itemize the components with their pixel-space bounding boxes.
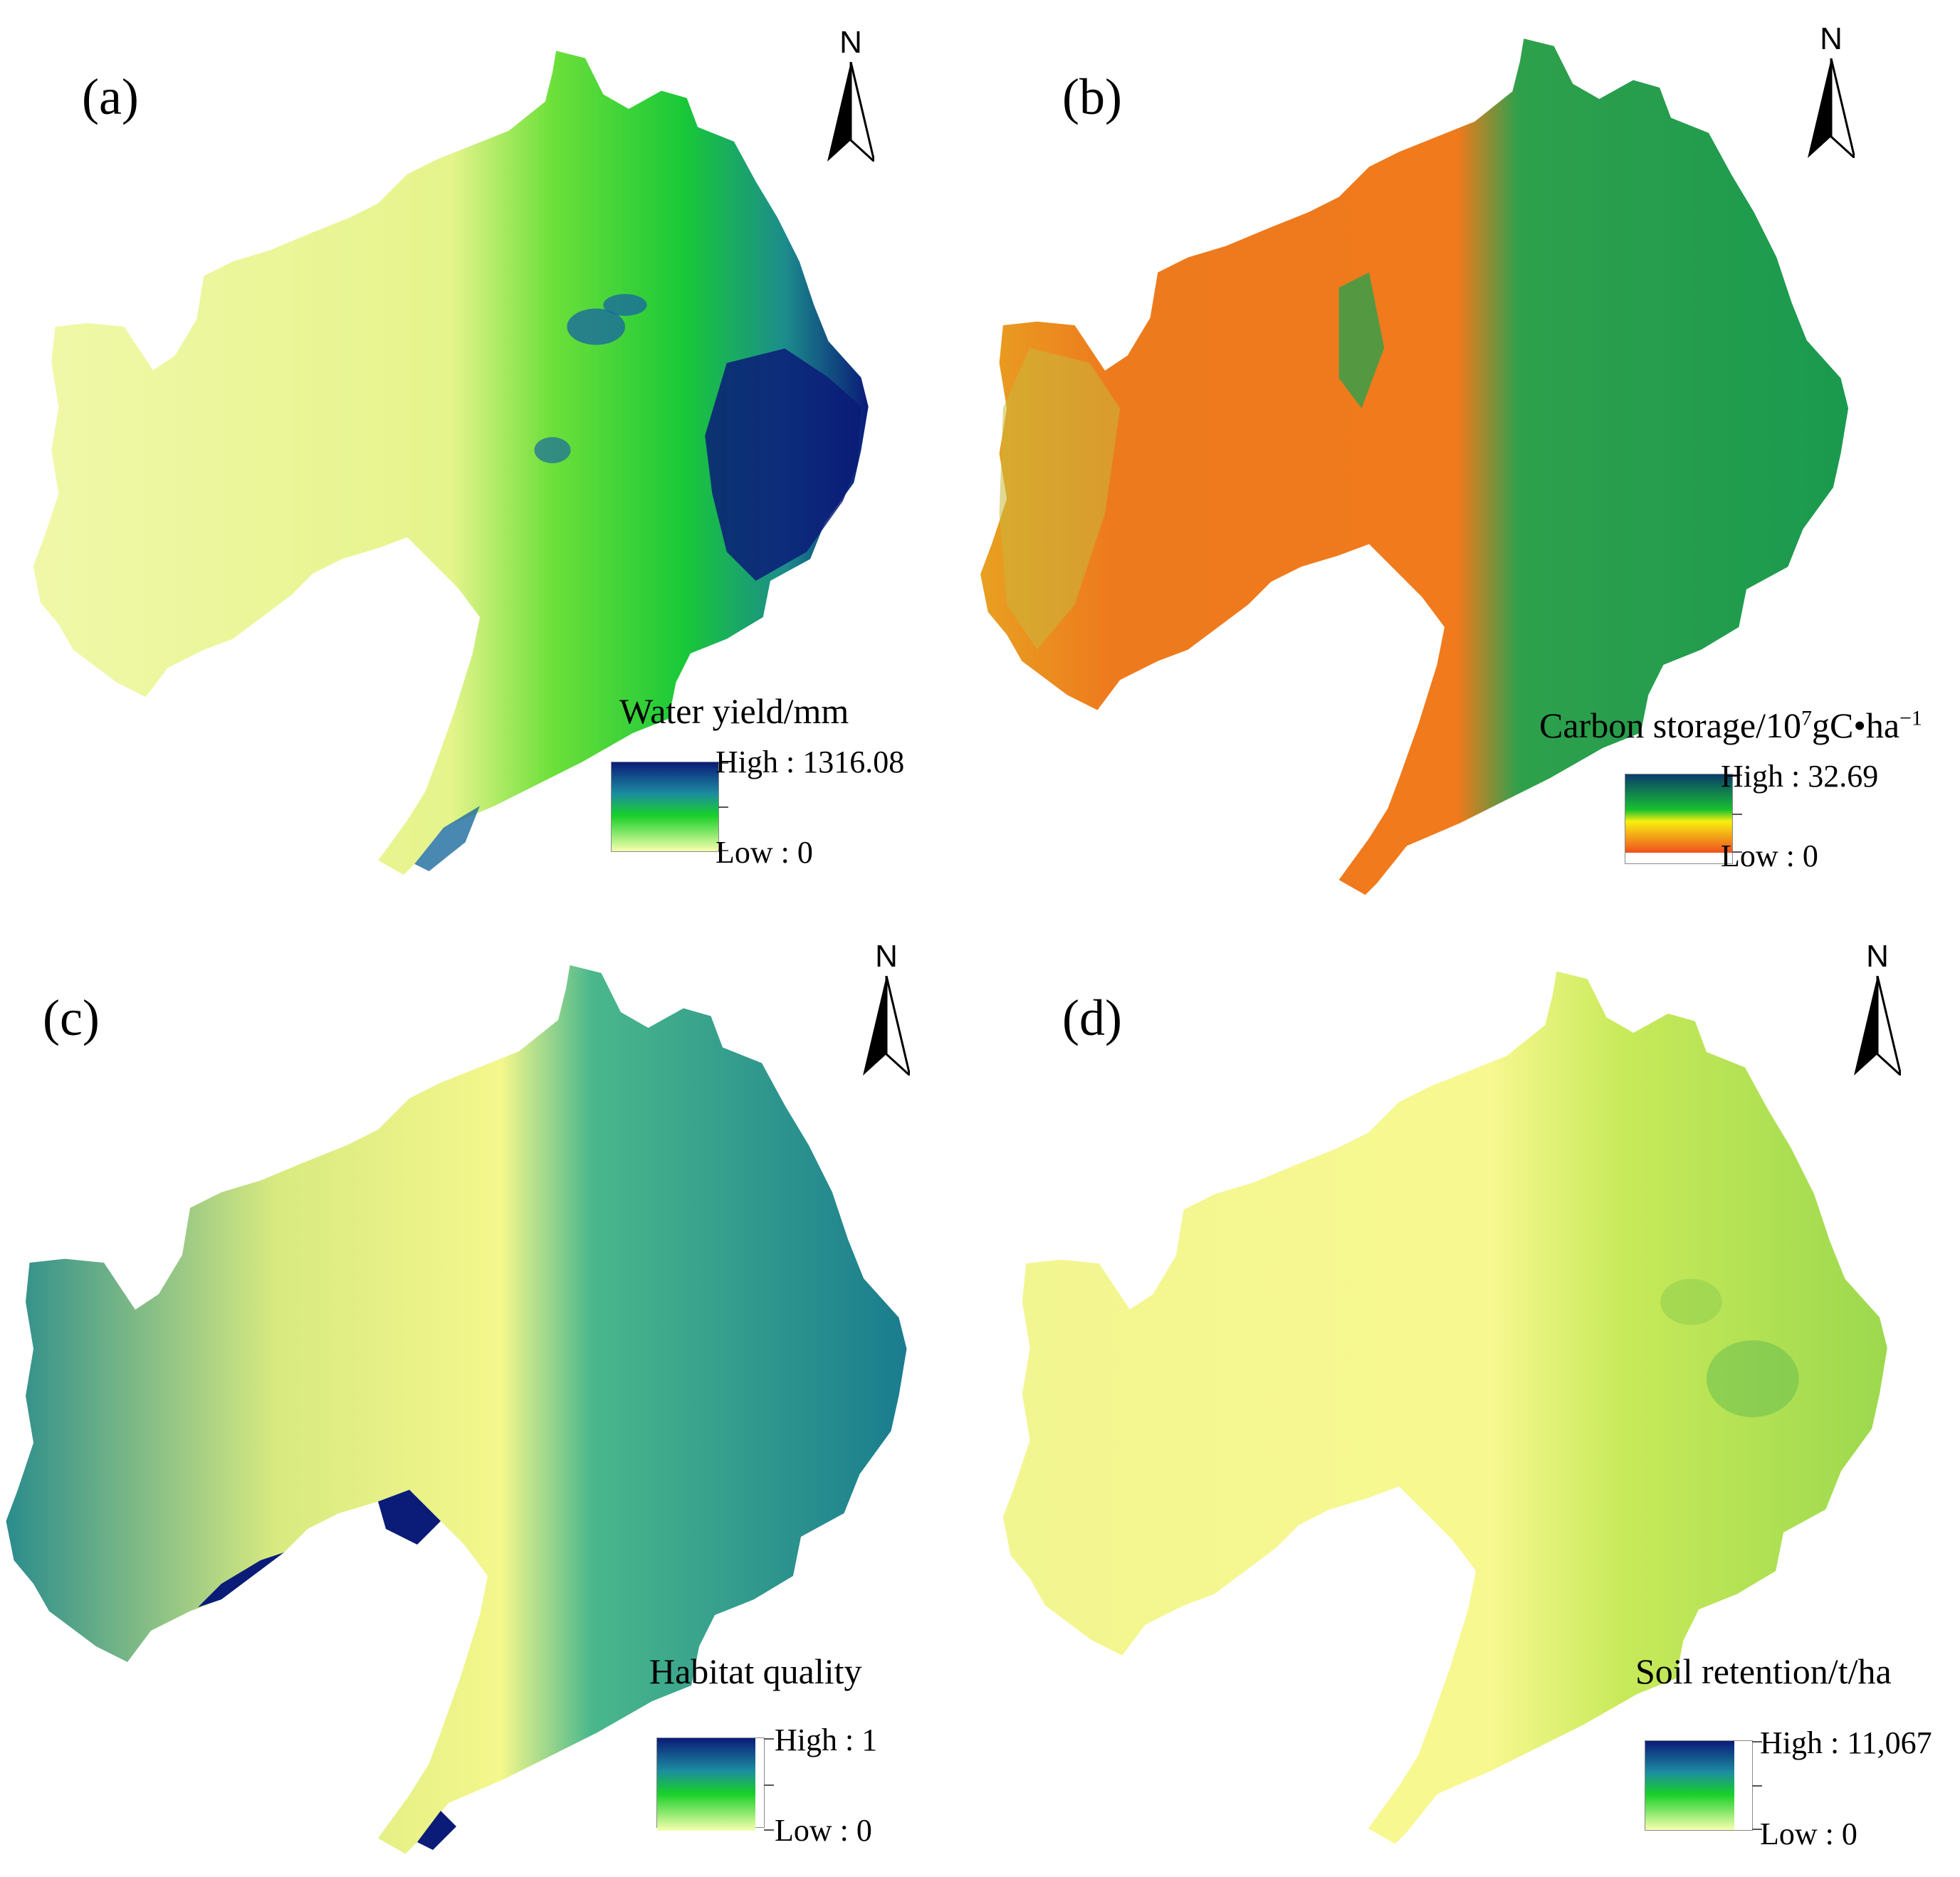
legend-low: Low : 0 [775, 1813, 872, 1848]
north-arrow-icon: N [1845, 939, 1909, 1081]
legend-title: Water yield/mm [619, 691, 849, 731]
north-label: N [839, 25, 862, 60]
legend-high: High : 11,067 [1760, 1725, 1932, 1760]
north-label: N [875, 939, 898, 974]
north-arrow-icon: N [819, 25, 883, 167]
north-label: N [1866, 939, 1889, 974]
legend-color-ramp [656, 1737, 774, 1831]
panel-soil-retention: (d) N Soil retention/t/ha High : 11,067 … [980, 939, 1960, 1877]
legend-title: Habitat quality [649, 1651, 862, 1691]
legend-low: Low : 0 [1760, 1816, 1857, 1851]
legend-title: Carbon storage/107gC•ha−1 [1539, 705, 1922, 745]
soil-retention-map [1002, 971, 1887, 1844]
panel-label: (c) [43, 989, 100, 1046]
water-yield-map [33, 51, 869, 876]
legend-high: High : 1316.08 [716, 745, 905, 779]
legend-high: High : 1 [775, 1723, 878, 1757]
panel-carbon-storage: (b) N Carbon storage/107gC•ha−1 High : 3… [980, 0, 1960, 938]
legend-low: Low : 0 [716, 835, 813, 870]
carbon-storage-map [980, 38, 1849, 895]
habitat-quality-map [6, 965, 907, 1854]
legend-color-ramp [611, 762, 728, 852]
north-arrow-icon: N [854, 939, 918, 1081]
panel-water-yield: (a) N Water yield/mm High : 1316.08 Low … [0, 0, 980, 938]
legend-low: Low : 0 [1721, 838, 1818, 873]
panel-label: (d) [1062, 989, 1122, 1046]
legend-title: Soil retention/t/ha [1635, 1651, 1892, 1691]
panel-habitat-quality: (c) N Habitat quality High : 1 Low : 0 [0, 939, 980, 1877]
panel-label: (b) [1062, 68, 1122, 125]
panel-label: (a) [82, 68, 139, 125]
north-label: N [1820, 21, 1843, 56]
legend-color-ramp [1645, 1740, 1762, 1831]
legend-color-ramp [1625, 774, 1742, 864]
legend-high: High : 32.69 [1721, 759, 1879, 794]
north-arrow-icon: N [1799, 21, 1863, 164]
